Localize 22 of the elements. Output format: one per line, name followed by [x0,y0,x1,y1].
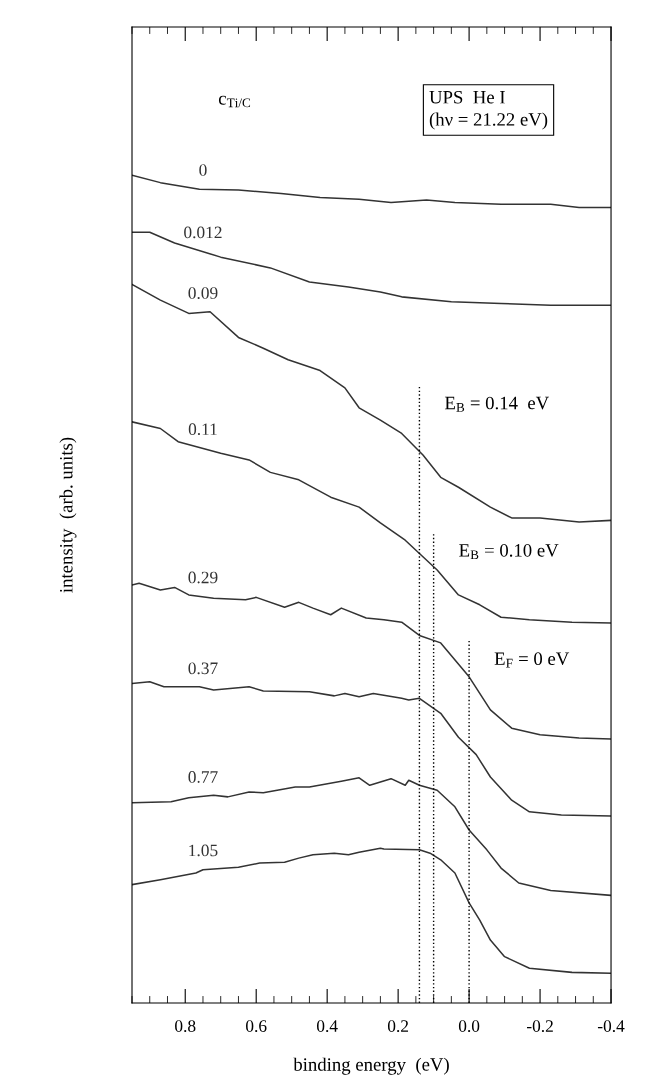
x-tick-label: 0.6 [246,1020,267,1032]
x-tick-label: 0.0 [458,1020,480,1032]
series-label: 1.05 [189,844,218,857]
series-label: 0.012 [184,226,222,239]
x-tick-label: 0.2 [387,1020,409,1032]
ref-line-label: E$_{F}$ = 0 eV [494,652,570,668]
x-tick-label: -0.2 [526,1020,553,1032]
series-label: 0 [199,164,207,176]
series-label: 0.29 [188,571,218,584]
x-axis-title: binding energy (eV) [293,1057,449,1075]
text: UPS He I (hν = 21.22 eV) [429,90,548,130]
ref-line-label: E$_{B}$ = 0.10 eV [459,544,559,560]
y-axis-title: intensity (arb. units) [59,437,77,593]
series-label: 0.11 [188,423,217,436]
series-label: 0.37 [188,662,218,675]
x-tick-label: -0.4 [597,1020,625,1032]
ref-line-label: E$_{B}$ = 0.14 eV [444,396,549,412]
x-tick-label: 0.8 [175,1020,196,1032]
series-label: 0.09 [188,287,218,299]
text: c$_{Ti/C}$ [218,95,251,108]
series-label: 0.77 [188,771,218,783]
x-tick-label: 0.4 [316,1020,338,1032]
